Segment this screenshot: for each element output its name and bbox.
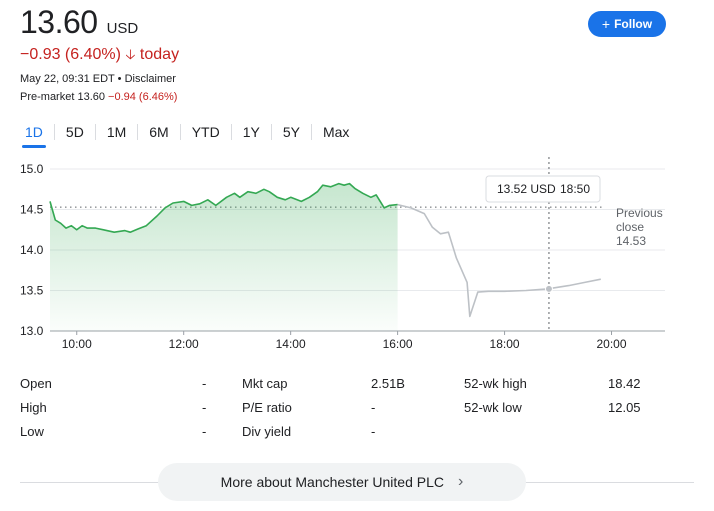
stat-value-low: - — [202, 424, 207, 439]
previous-close-label: Previous — [616, 206, 663, 220]
more-about-button[interactable]: More about Manchester United PLC › — [158, 463, 526, 501]
stat-value-mkt-cap: 2.51B — [371, 376, 405, 391]
separator-dot: • — [117, 73, 125, 85]
x-tick-label: 10:00 — [62, 337, 92, 351]
timestamp: May 22, 09:31 EDT — [20, 73, 115, 85]
more-about-label: More about Manchester United PLC — [220, 474, 444, 490]
regular-session-line — [49, 182, 398, 233]
plus-icon: + — [601, 16, 611, 32]
x-tick-label: 20:00 — [597, 337, 627, 351]
stat-value-open: - — [202, 376, 207, 391]
down-arrow-icon: 🡣 — [125, 46, 136, 62]
stat-label-open: Open — [20, 376, 52, 391]
tab-divider — [179, 124, 181, 140]
stats-row: Low - Div yield - — [20, 424, 680, 448]
price-change: −0.93 (6.40%) 🡣 today — [20, 44, 179, 68]
tab-divider — [270, 124, 272, 140]
previous-close-label: 14.53 — [616, 234, 646, 248]
tooltip-price: 13.52 USD — [497, 182, 556, 196]
price-chart[interactable]: 13.0 13.5 14.0 14.5 15.0 10:00 12:00 14:00 16:00… — [0, 155, 714, 360]
currency-label: USD — [106, 20, 139, 37]
y-tick-label: 13.0 — [20, 324, 44, 338]
tab-divider — [137, 124, 139, 140]
disclaimer-link[interactable]: Disclaimer — [124, 73, 176, 85]
stat-value-52wk-high: 18.42 — [608, 376, 641, 391]
hover-point — [544, 284, 553, 293]
stat-label-pe-ratio: P/E ratio — [242, 400, 292, 415]
tab-divider — [94, 124, 96, 140]
stat-label-div-yield: Div yield — [242, 424, 292, 439]
regular-session-area — [50, 183, 398, 331]
y-tick-label: 14.5 — [20, 203, 44, 217]
time-range-tabs: 1D 5D 1M 6M YTD 1Y 5Y Max — [14, 120, 360, 148]
tab-1m[interactable]: 1M — [106, 124, 127, 140]
follow-label: Follow — [614, 17, 653, 31]
tab-divider — [230, 124, 232, 140]
y-tick-label: 15.0 — [20, 162, 44, 176]
premarket-line: Pre-market 13.60 −0.94 (6.46%) — [20, 91, 177, 103]
stat-label-low: Low — [20, 424, 44, 439]
tab-divider — [53, 124, 55, 140]
change-period: today — [139, 46, 180, 63]
tab-1y[interactable]: 1Y — [242, 124, 260, 140]
premarket-change: −0.94 (6.46%) — [108, 91, 178, 103]
stat-value-high: - — [202, 400, 207, 415]
tab-1d[interactable]: 1D — [14, 124, 54, 148]
stat-value-52wk-low: 12.05 — [608, 400, 641, 415]
follow-button[interactable]: + Follow — [588, 11, 666, 37]
stats-table: Open - Mkt cap 2.51B 52-wk high 18.42 Hi… — [20, 376, 680, 448]
x-tick-label: 18:00 — [490, 337, 520, 351]
stat-label-high: High — [20, 400, 47, 415]
y-tick-label: 13.5 — [20, 284, 44, 298]
premarket-price: Pre-market 13.60 — [20, 91, 105, 103]
current-price: 13.60 — [20, 4, 98, 40]
tab-max[interactable]: Max — [322, 124, 350, 140]
previous-close-label: close — [616, 220, 644, 234]
tooltip-time: 18:50 — [560, 182, 590, 196]
tab-divider — [310, 124, 312, 140]
tab-5y[interactable]: 5Y — [282, 124, 300, 140]
tab-ytd[interactable]: YTD — [191, 124, 220, 140]
stat-value-div-yield: - — [371, 424, 376, 439]
after-hours-line — [397, 203, 601, 318]
stats-row: High - P/E ratio - 52-wk low 12.05 — [20, 400, 680, 424]
x-tick-label: 16:00 — [383, 337, 413, 351]
x-tick-label: 14:00 — [276, 337, 306, 351]
stat-label-mkt-cap: Mkt cap — [242, 376, 288, 391]
stats-row: Open - Mkt cap 2.51B 52-wk high 18.42 — [20, 376, 680, 400]
price-heading: 13.60 USD — [20, 4, 138, 41]
tab-5d[interactable]: 5D — [65, 124, 84, 140]
y-tick-label: 14.0 — [20, 243, 44, 257]
timestamp-line: May 22, 09:31 EDT • Disclaimer — [20, 73, 176, 85]
chevron-right-icon: › — [458, 473, 464, 490]
tab-6m[interactable]: 6M — [149, 124, 169, 140]
stat-value-pe-ratio: - — [371, 400, 376, 415]
tooltip-box — [485, 175, 601, 203]
x-tick-label: 12:00 — [169, 337, 199, 351]
change-value: −0.93 (6.40%) — [20, 46, 121, 63]
stat-label-52wk-low: 52-wk low — [464, 400, 522, 415]
stat-label-52wk-high: 52-wk high — [464, 376, 527, 391]
